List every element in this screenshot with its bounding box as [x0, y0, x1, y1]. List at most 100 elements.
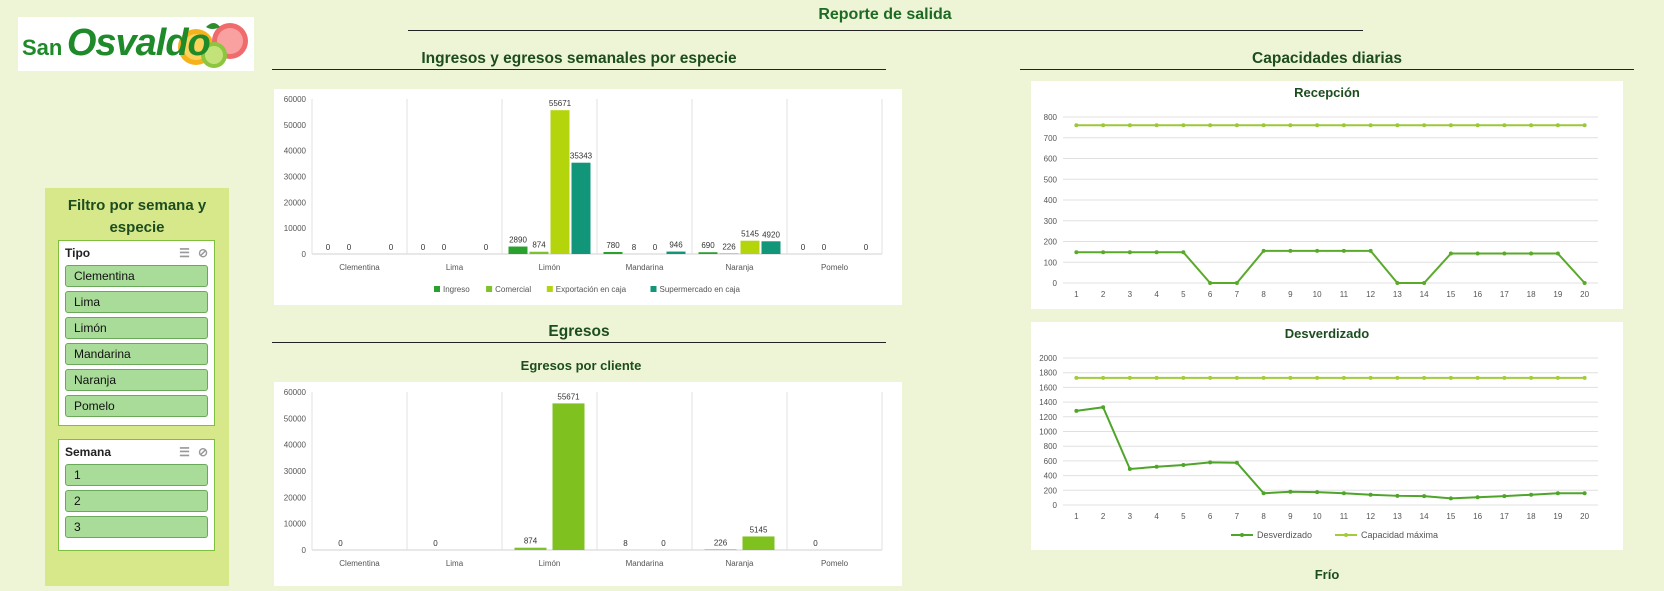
- egresos-chart-svg: 0100002000030000400005000060000Clementin…: [274, 382, 902, 586]
- bar: [551, 110, 570, 254]
- bar-value-label: 946: [669, 241, 683, 250]
- x-tick-label: 4: [1154, 290, 1159, 299]
- data-point: [1101, 405, 1105, 409]
- y-tick-label: 50000: [284, 414, 307, 423]
- bar-value-label: 0: [801, 243, 806, 252]
- tipo-slicer-item[interactable]: Naranja: [65, 369, 208, 391]
- series-line: [1076, 407, 1584, 498]
- data-point: [1208, 460, 1212, 464]
- data-point: [1262, 376, 1266, 380]
- legend-swatch-marker: [1240, 533, 1244, 537]
- x-tick-label: 2: [1101, 290, 1106, 299]
- x-tick-label: Limón: [539, 263, 561, 272]
- bar: [572, 163, 591, 254]
- company-logo: San Osvaldo: [18, 17, 254, 71]
- x-tick-label: 17: [1500, 290, 1509, 299]
- data-point: [1181, 123, 1185, 127]
- data-point: [1529, 252, 1533, 256]
- x-tick-label: 7: [1235, 290, 1240, 299]
- y-tick-label: 200: [1044, 486, 1058, 495]
- multi-select-icon[interactable]: ☰: [179, 445, 190, 459]
- data-point: [1101, 123, 1105, 127]
- x-tick-label: 3: [1128, 512, 1133, 521]
- x-tick-label: 18: [1527, 290, 1536, 299]
- bar-value-label: 8: [623, 539, 628, 548]
- data-point: [1181, 376, 1185, 380]
- tipo-item-list: Clementina Lima Limón Mandarina Naranja Pomel…: [59, 265, 214, 417]
- data-point: [1395, 494, 1399, 498]
- tipo-slicer-item[interactable]: Limón: [65, 317, 208, 339]
- logo-word-san: San: [22, 35, 62, 60]
- data-point: [1449, 496, 1453, 500]
- ingresos-chart-svg: 0100002000030000400005000060000Clementin…: [274, 89, 902, 305]
- data-point: [1128, 467, 1132, 471]
- data-point: [1395, 376, 1399, 380]
- x-tick-label: 19: [1553, 290, 1562, 299]
- data-point: [1074, 409, 1078, 413]
- x-tick-label: 12: [1366, 290, 1375, 299]
- data-point: [1556, 491, 1560, 495]
- data-point: [1235, 123, 1239, 127]
- frio-chart-title: Frío: [1031, 567, 1623, 582]
- logo-word-osvaldo: Osvaldo: [67, 22, 210, 64]
- x-tick-label: Mandarina: [626, 559, 664, 568]
- legend-label: Ingreso: [443, 285, 470, 294]
- bar-value-label: 0: [813, 539, 818, 548]
- x-tick-label: Pomelo: [821, 263, 849, 272]
- x-tick-label: Lima: [446, 559, 464, 568]
- data-point: [1181, 463, 1185, 467]
- report-title-underline: [408, 30, 1363, 31]
- semana-item-list: 1 2 3: [59, 464, 214, 538]
- data-point: [1476, 252, 1480, 256]
- tipo-slicer-item[interactable]: Lima: [65, 291, 208, 313]
- x-tick-label: 10: [1313, 290, 1322, 299]
- data-point: [1342, 123, 1346, 127]
- data-point: [1101, 250, 1105, 254]
- semana-slicer-item[interactable]: 3: [65, 516, 208, 538]
- data-point: [1502, 376, 1506, 380]
- y-tick-label: 40000: [284, 147, 307, 156]
- semana-slicer-item[interactable]: 1: [65, 464, 208, 486]
- multi-select-icon[interactable]: ☰: [179, 246, 190, 260]
- data-point: [1369, 376, 1373, 380]
- data-point: [1449, 376, 1453, 380]
- clear-filter-icon[interactable]: ⊘: [198, 246, 208, 260]
- data-point: [1288, 249, 1292, 253]
- tipo-slicer-item[interactable]: Clementina: [65, 265, 208, 287]
- x-tick-label: 17: [1500, 512, 1509, 521]
- data-point: [1288, 376, 1292, 380]
- data-point: [1342, 491, 1346, 495]
- y-tick-label: 60000: [284, 95, 307, 104]
- x-tick-label: 16: [1473, 290, 1482, 299]
- legend-swatch-marker: [1344, 533, 1348, 537]
- bar-value-label: 226: [722, 242, 736, 251]
- bar: [530, 252, 549, 254]
- y-tick-label: 10000: [284, 224, 307, 233]
- x-tick-label: 7: [1235, 512, 1240, 521]
- x-tick-label: 8: [1261, 290, 1266, 299]
- x-tick-label: Mandarina: [626, 263, 664, 272]
- recepcion-chart-title: Recepción: [1031, 85, 1623, 100]
- x-tick-label: 1: [1074, 290, 1079, 299]
- semana-slicer-item[interactable]: 2: [65, 490, 208, 512]
- y-tick-label: 600: [1044, 457, 1058, 466]
- y-tick-label: 1800: [1039, 369, 1057, 378]
- clear-filter-icon[interactable]: ⊘: [198, 445, 208, 459]
- data-point: [1074, 250, 1078, 254]
- bar: [762, 241, 781, 254]
- tipo-slicer-item[interactable]: Pomelo: [65, 395, 208, 417]
- data-point: [1583, 376, 1587, 380]
- y-tick-label: 0: [1053, 279, 1058, 288]
- data-point: [1529, 493, 1533, 497]
- bar-value-label: 55671: [549, 99, 572, 108]
- x-tick-label: Naranja: [725, 263, 754, 272]
- data-point: [1235, 281, 1239, 285]
- tipo-slicer-item[interactable]: Mandarina: [65, 343, 208, 365]
- data-point: [1342, 376, 1346, 380]
- x-tick-label: 5: [1181, 512, 1186, 521]
- data-point: [1101, 376, 1105, 380]
- x-tick-label: 14: [1420, 512, 1429, 521]
